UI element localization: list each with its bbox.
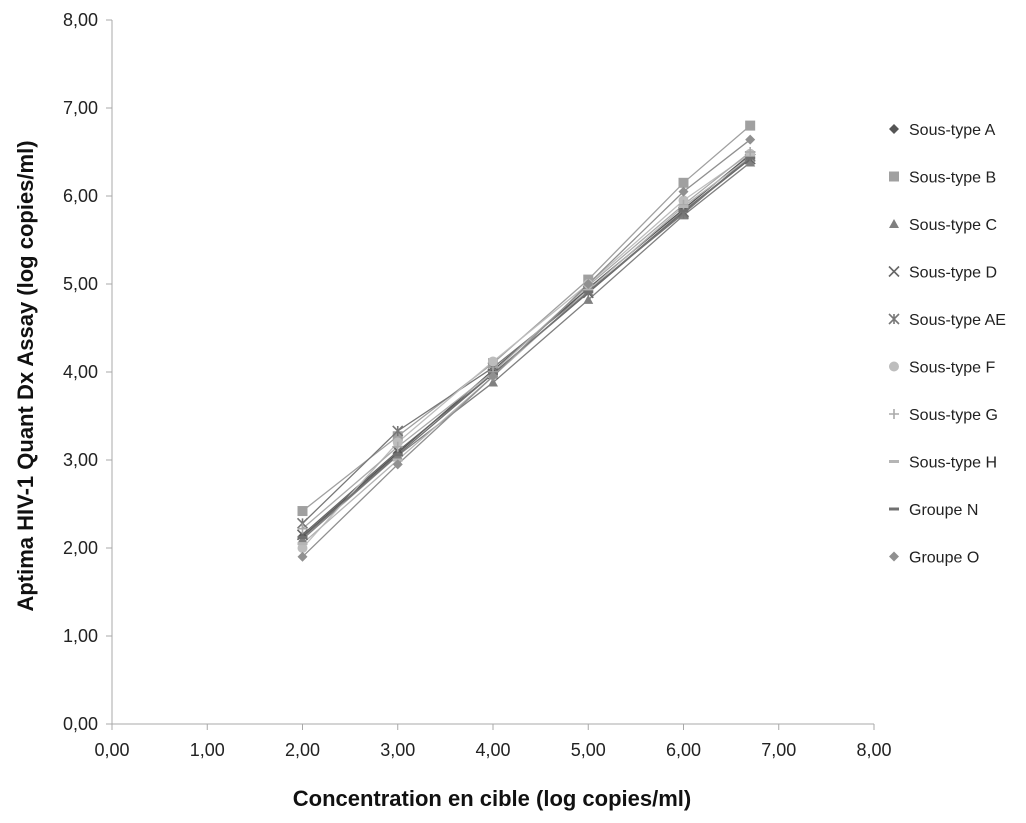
data-point-sous-type-g — [392, 441, 403, 452]
data-point-groupe-n — [392, 453, 403, 457]
data-point-sous-type-c — [745, 157, 756, 167]
data-point-sous-type-h — [678, 205, 689, 209]
x-tick-label: 4,00 — [475, 740, 510, 760]
series-line-groupe-o — [302, 139, 751, 558]
data-point-sous-type-g — [297, 523, 308, 534]
legend-marker-sous-type-c — [889, 219, 899, 228]
y-tick-label: 6,00 — [63, 186, 98, 206]
legend-label-sous-type-b: Sous-type B — [909, 170, 996, 187]
data-point-groupe-o — [583, 279, 594, 289]
legend-marker-sous-type-h — [889, 460, 899, 463]
data-point-groupe-o — [488, 371, 498, 382]
legend-label-groupe-o: Groupe O — [909, 550, 979, 567]
data-point-sous-type-b — [297, 506, 308, 517]
data-point-sous-type-h — [297, 542, 308, 546]
legend-marker-sous-type-g — [889, 409, 899, 419]
legend-label-sous-type-h: Sous-type H — [909, 455, 997, 472]
x-tick-label: 7,00 — [761, 740, 796, 760]
x-tick-label: 8,00 — [856, 740, 891, 760]
x-tick-label: 6,00 — [666, 740, 701, 760]
legend-marker-sous-type-a — [889, 124, 899, 134]
series-line-sous-type-b — [302, 125, 751, 512]
data-point-sous-type-g — [678, 199, 689, 210]
data-point-groupe-o — [297, 551, 308, 562]
legend-label-groupe-n: Groupe N — [909, 502, 978, 519]
legend-marker-sous-type-f — [889, 361, 899, 372]
y-tick-label: 8,00 — [63, 10, 98, 30]
data-point-sous-type-g — [745, 147, 756, 157]
y-tick-label: 4,00 — [63, 362, 98, 382]
legend-marker-sous-type-b — [889, 171, 899, 182]
y-axis-title: Aptima HIV-1 Quant Dx Assay (log copies/… — [13, 140, 38, 611]
legend-marker-sous-type-ae — [888, 313, 900, 325]
data-point-sous-type-f — [488, 356, 498, 367]
data-point-sous-type-ae — [392, 425, 404, 437]
data-point-groupe-n — [678, 209, 689, 213]
legend-marker-sous-type-d — [888, 265, 900, 278]
x-tick-label: 5,00 — [571, 740, 606, 760]
y-tick-label: 3,00 — [63, 450, 98, 470]
x-axis-title: Concentration en cible (log copies/ml) — [293, 786, 692, 811]
legend-label-sous-type-a: Sous-type A — [909, 122, 996, 139]
data-point-sous-type-c — [583, 294, 594, 304]
y-tick-label: 5,00 — [63, 274, 98, 294]
legend-marker-groupe-n — [889, 507, 899, 511]
data-point-sous-type-f — [297, 543, 308, 553]
data-point-groupe-o — [392, 459, 403, 470]
axes: 0,00 1,00 2,00 3,00 4,00 5,00 6,00 7,00 8,00 0,00… — [63, 10, 892, 760]
data-point-groupe-o — [745, 134, 756, 145]
legend-marker-groupe-o — [889, 551, 899, 562]
data-point-sous-type-b — [392, 431, 403, 442]
data-point-groupe-n — [745, 156, 756, 160]
x-tick-label: 0,00 — [94, 740, 129, 760]
series-line-sous-type-c — [302, 162, 751, 540]
series-markers — [296, 120, 756, 562]
legend-label-sous-type-ae: Sous-type AE — [909, 312, 1006, 329]
data-point-groupe-o — [678, 186, 689, 197]
legend-label-sous-type-f: Sous-type F — [909, 360, 995, 377]
legend: Sous-type A Sous-type B Sous-type C Sous-ty… — [888, 122, 1006, 567]
data-point-sous-type-b — [745, 120, 756, 131]
data-point-groupe-n — [297, 535, 308, 539]
series-line-sous-type-g — [302, 151, 751, 530]
data-point-sous-type-b — [678, 177, 689, 188]
x-tick-label: 3,00 — [380, 740, 415, 760]
legend-label-sous-type-g: Sous-type G — [909, 407, 998, 424]
y-tick-label: 2,00 — [63, 538, 98, 558]
y-tick-label: 1,00 — [63, 626, 98, 646]
y-tick-label: 0,00 — [63, 714, 98, 734]
data-point-sous-type-c — [488, 377, 498, 387]
legend-label-sous-type-d: Sous-type D — [909, 265, 997, 282]
y-tick-label: 7,00 — [63, 98, 98, 118]
legend-label-sous-type-c: Sous-type C — [909, 217, 997, 234]
series-lines — [302, 125, 751, 558]
x-tick-label: 2,00 — [285, 740, 320, 760]
series-line-groupe-n — [302, 157, 751, 538]
data-point-groupe-n — [583, 290, 594, 294]
data-point-sous-type-h — [583, 288, 594, 292]
x-tick-label: 1,00 — [190, 740, 225, 760]
